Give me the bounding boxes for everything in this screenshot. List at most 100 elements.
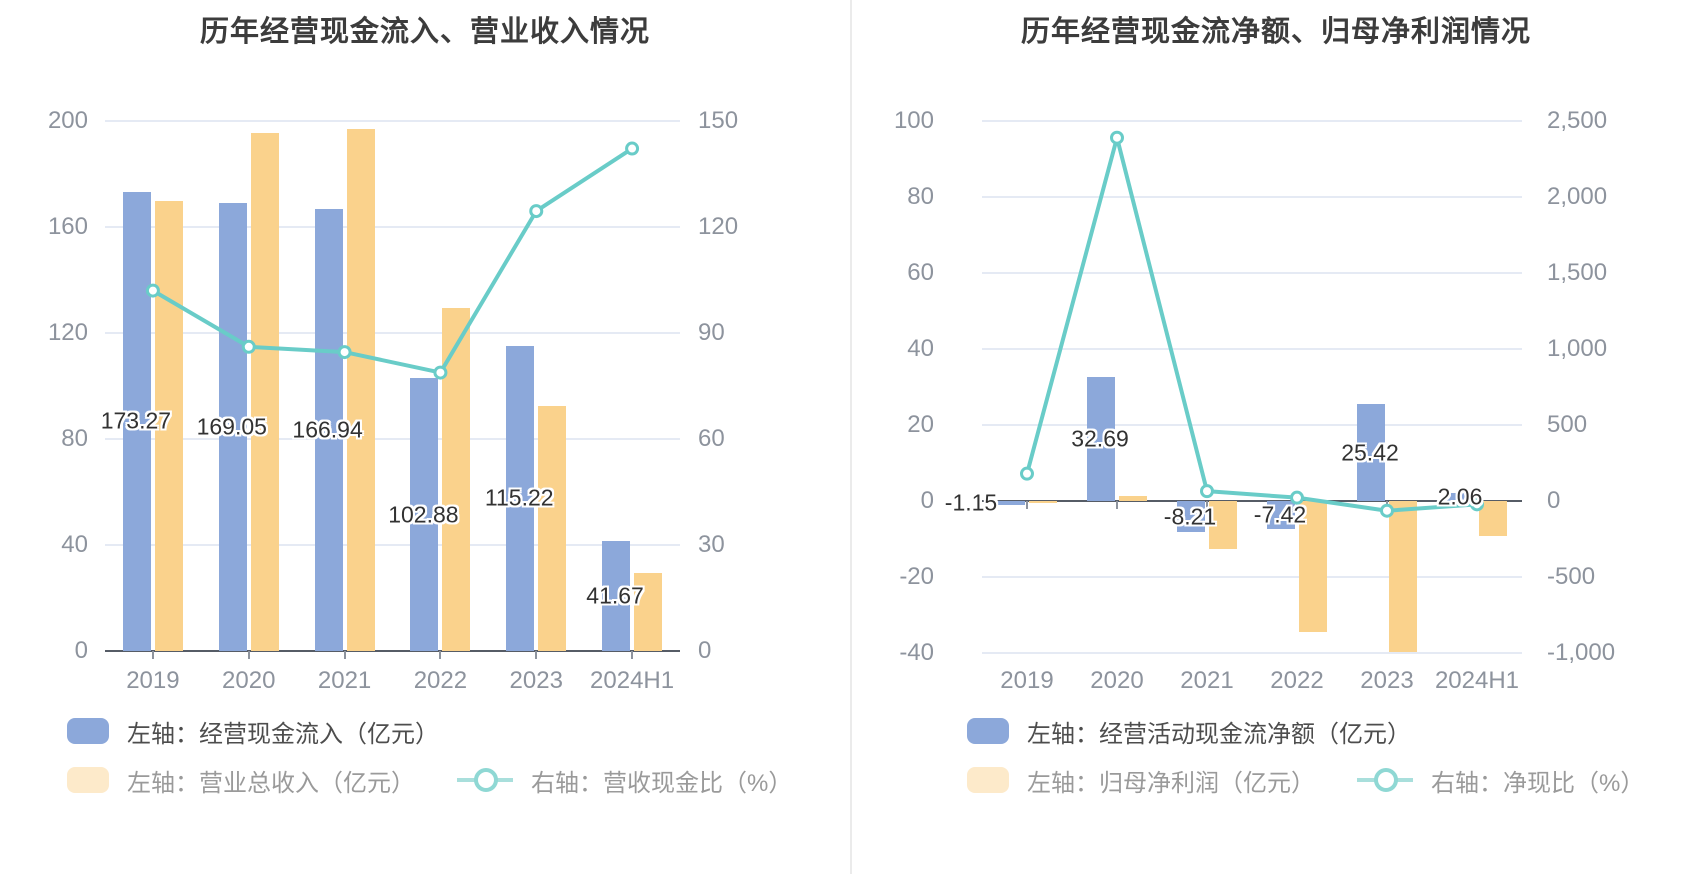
x-axis-label-2019: 2019 [1000,667,1054,694]
left-axis-tick-label: 80 [61,425,88,452]
legend-swatch-orange-bar [67,767,109,793]
bar-net-profit-2021[interactable] [1209,501,1237,549]
legend-item-cash-inflow[interactable]: 左轴：经营现金流入（亿元） [67,714,439,749]
bar-operating-net-cashflow-2022[interactable] [1267,501,1295,530]
left-axis-tick-label: 0 [920,487,934,514]
right-axis-tick-label: -1,000 [1547,639,1616,666]
bar-cash-inflow-2022[interactable] [410,378,439,651]
x-axis-label-2021: 2021 [317,667,372,694]
bar-value-label-2021: -8.21 [1163,503,1217,530]
left-axis-tick-label: -40 [899,639,934,666]
line-marker-2020[interactable] [1110,130,1124,145]
bar-cash-inflow-2021[interactable] [314,208,343,651]
x-axis-label-2020: 2020 [222,667,276,694]
line-marker-2019[interactable] [145,283,160,298]
left-axis-tick-label: -20 [899,563,934,590]
x-axis-tick [343,651,346,659]
bar-operating-net-cashflow-2019[interactable] [997,501,1025,506]
legend-row: 左轴：营业总收入（亿元） 右轴：营收现金比（%） [67,763,792,798]
legend-label: 左轴：经营活动现金流净额（亿元） [1027,720,1411,748]
legend-swatch-blue-bar [67,718,109,744]
bar-net-profit-2019[interactable] [1029,501,1057,504]
bar-net-profit-2023[interactable] [1389,501,1417,653]
line-marker-2023[interactable] [1380,503,1394,518]
bar-operating-net-cashflow-2024H1[interactable] [1447,493,1475,501]
legend-row: 左轴：经营现金流入（亿元） [67,714,792,749]
left-axis-tick-label: 160 [47,213,88,240]
left-axis-tick-label: 40 [907,335,934,362]
legend-label: 右轴：营收现金比（%） [531,769,793,797]
right-axis-tick-label: 0 [698,637,712,664]
bar-net-profit-2022[interactable] [1299,501,1327,633]
line-marker-2022[interactable] [433,365,448,380]
bar-value-label-2024H1: 2.06 [1437,483,1483,510]
left-axis-tick-label: 20 [907,411,934,438]
bar-net-profit-2020[interactable] [1119,495,1147,501]
bar-total-revenue-2021[interactable] [346,129,375,651]
legend-row: 左轴：归母净利润（亿元） 右轴：净现比（%） [967,763,1644,798]
bar-net-profit-2024H1[interactable] [1479,501,1507,536]
bar-value-label-2019: 173.27 [100,407,172,434]
left-axis-tick-label: 80 [907,183,934,210]
right-axis-tick-label: 1,500 [1547,259,1608,286]
chart-legend: 左轴：经营现金流入（亿元） 左轴：营业总收入（亿元） 右轴：营收现金比（%） [67,714,792,798]
right-axis-tick-label: 150 [698,107,739,134]
right-axis-tick-label: 1,000 [1547,335,1608,362]
gridline [982,196,1522,198]
legend-swatch-blue-bar [967,718,1009,744]
bar-cash-inflow-2024H1[interactable] [602,540,631,651]
trend-line-path [1025,135,1479,513]
legend-item-revenue-cash-ratio[interactable]: 右轴：营收现金比（%） [457,763,792,798]
x-axis-label-2024H1: 2024H1 [1434,667,1520,694]
line-marker-2019[interactable] [1020,466,1034,481]
legend-item-operating-net-cashflow[interactable]: 左轴：经营活动现金流净额（亿元） [967,714,1411,749]
chart-plot-area: 100 2,500 80 2,000 60 1,500 40 1,000 20 500 0 0 -20 -… [852,0,1700,874]
left-axis-tick-label: 120 [47,319,88,346]
left-axis-tick-label: 0 [74,637,88,664]
legend-item-net-cash-ratio[interactable]: 右轴：净现比（%） [1357,763,1644,798]
x-axis-tick [1206,501,1208,509]
line-marker-2022[interactable] [1290,490,1304,505]
line-marker-2024H1[interactable] [625,141,640,156]
bar-value-label-2019: -1.15 [944,489,998,516]
bar-operating-net-cashflow-2023[interactable] [1357,404,1385,501]
bar-operating-net-cashflow-2021[interactable] [1177,501,1205,533]
line-marker-2024H1[interactable] [1470,497,1484,512]
bar-operating-net-cashflow-2020[interactable] [1087,376,1115,501]
legend-label: 左轴：营业总收入（亿元） [127,769,415,797]
bar-value-label-2022: -7.42 [1253,501,1307,528]
x-axis-tick [535,651,538,659]
legend-row: 左轴：经营活动现金流净额（亿元） [967,714,1644,749]
x-axis-label-2024H1: 2024H1 [590,667,675,694]
gridline [105,438,680,440]
x-axis-tick [631,651,634,659]
x-axis-label-2020: 2020 [1090,667,1144,694]
line-marker-2023[interactable] [529,204,544,219]
line-marker-2021[interactable] [1200,484,1214,499]
x-axis-tick [1116,501,1118,509]
bar-total-revenue-2023[interactable] [538,405,567,651]
gridline [105,226,680,228]
bar-cash-inflow-2020[interactable] [218,203,247,651]
legend-label: 右轴：净现比（%） [1431,769,1645,797]
gridline [982,576,1522,578]
x-axis-tick [1026,501,1028,509]
legend-line-marker-icon [1357,767,1413,793]
legend-item-net-profit[interactable]: 左轴：归母净利润（亿元） [967,763,1315,798]
x-axis-label-2023: 2023 [1360,667,1414,694]
line-marker-2021[interactable] [337,345,352,360]
gridline [982,272,1522,274]
right-axis-tick-label: 2,000 [1547,183,1608,210]
right-axis-tick-label: 0 [1547,487,1561,514]
bar-total-revenue-2020[interactable] [250,133,279,651]
bar-cash-inflow-2019[interactable] [122,191,151,651]
bar-cash-inflow-2023[interactable] [506,345,535,651]
bar-total-revenue-2019[interactable] [154,200,183,651]
gridline [982,348,1522,350]
gridline [105,544,680,546]
left-axis-tick-label: 100 [893,107,934,134]
line-marker-2020[interactable] [241,339,256,354]
right-axis-tick-label: 30 [698,531,725,558]
bar-total-revenue-2024H1[interactable] [634,573,663,651]
legend-item-total-revenue[interactable]: 左轴：营业总收入（亿元） [67,763,415,798]
